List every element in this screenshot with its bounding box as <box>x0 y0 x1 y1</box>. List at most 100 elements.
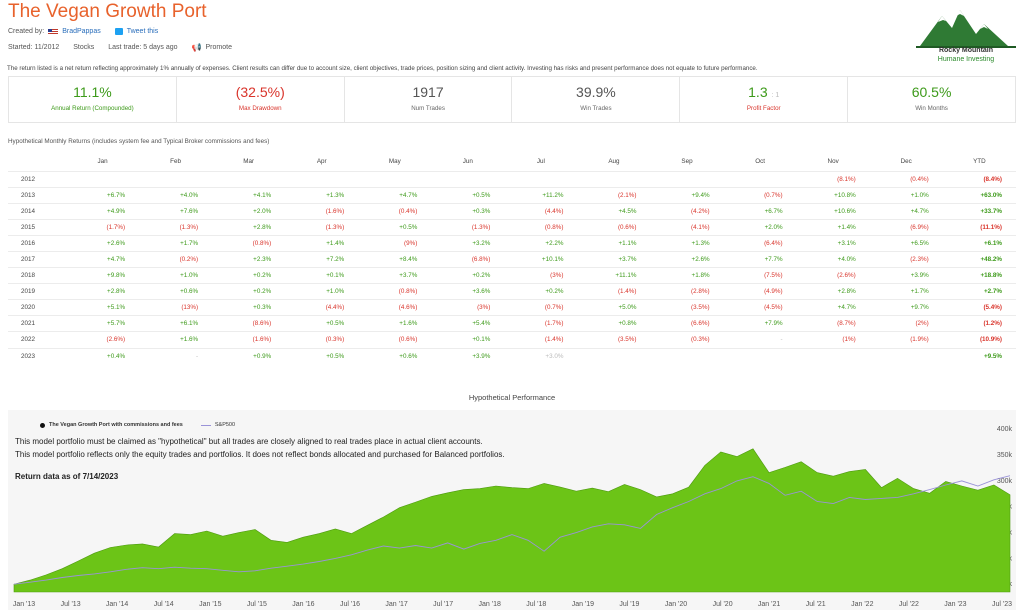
return-cell: +0.8% <box>577 315 651 332</box>
return-cell: (6.9%) <box>869 218 943 236</box>
benchmark-line-series[interactable] <box>13 475 1011 585</box>
column-header: May <box>388 157 401 165</box>
return-cell: (2.6%) <box>66 331 140 349</box>
chart-note-2: This model portfolio reflects only the e… <box>15 450 505 459</box>
stat-value: 39.9% <box>576 84 616 100</box>
twitter-icon[interactable] <box>114 28 123 35</box>
return-cell: +2.8% <box>66 283 140 300</box>
return-cell: +5.0% <box>577 299 651 316</box>
stat-num-trades: 1917 Num Trades <box>345 77 513 122</box>
return-cell: (0.3%) <box>650 331 724 349</box>
table-row: 2014 +4.9% +7.6% +2.0% (1.6%) (0.4%) +0.3% (4.4… <box>8 202 1016 220</box>
return-cell: (3.5%) <box>577 331 651 349</box>
return-cell <box>212 170 286 188</box>
stat-win-months: 60.5% Win Months <box>848 77 1015 122</box>
return-cell: (0.6%) <box>358 331 432 349</box>
tweet-link[interactable]: Tweet this <box>126 28 159 35</box>
return-cell: +1.6% <box>139 331 213 349</box>
return-cell <box>358 170 432 188</box>
meta-row-info: Started: 11/2012 Stocks Last trade: 5 da… <box>8 43 232 52</box>
return-cell: +0.5% <box>358 218 432 236</box>
ytd-cell: +18.8% <box>942 267 1016 284</box>
x-tick-label: Jul '17 <box>433 601 453 608</box>
return-cell: +0.2% <box>212 267 286 284</box>
return-cell: +4.0% <box>796 250 870 268</box>
return-cell: (9%) <box>358 234 432 252</box>
return-cell: +2.6% <box>650 250 724 268</box>
return-cell: +1.4% <box>285 234 359 252</box>
logo-name: Rocky Mountain <box>938 47 994 54</box>
return-cell: +0.6% <box>139 283 213 300</box>
stats-bar: 11.1% Annual Return (Compounded) (32.5%)… <box>8 76 1016 123</box>
return-cell: (0.8%) <box>212 234 286 252</box>
return-cell: +0.3% <box>212 299 286 316</box>
return-cell <box>431 170 505 188</box>
return-cell: (3.5%) <box>650 299 724 316</box>
return-cell: (8.7%) <box>796 315 870 332</box>
return-cell: +7.6% <box>139 202 213 220</box>
column-header: Apr <box>316 157 327 165</box>
return-cell: +5.7% <box>66 315 140 332</box>
return-cell: +4.7% <box>869 202 943 220</box>
row-year: 2021 <box>8 315 66 332</box>
return-cell: (2%) <box>869 315 943 332</box>
legend-portfolio-label[interactable]: The Vegan Growth Port with commissions a… <box>49 422 183 428</box>
table-row: 2015 (1.7%) (1.3%) +2.8% (1.3%) +0.5% (1.3%) (0… <box>8 218 1016 236</box>
x-tick-label: Jul '16 <box>340 601 360 608</box>
column-header: Oct <box>755 157 765 165</box>
ytd-cell: (8.4%) <box>942 170 1016 188</box>
column-header: Aug <box>608 157 620 165</box>
stat-label: Num Trades <box>411 105 445 112</box>
row-year: 2018 <box>8 267 66 284</box>
column-header: Mar <box>243 157 255 165</box>
return-cell: (6.8%) <box>431 250 505 268</box>
column-header: Feb <box>170 157 182 165</box>
return-cell: (1.6%) <box>212 331 286 349</box>
stat-max-drawdown: (32.5%) Max Drawdown <box>177 77 345 122</box>
legend-portfolio-marker[interactable] <box>40 422 45 428</box>
return-cell: (1.4%) <box>504 331 578 349</box>
return-cell: +7.2% <box>285 250 359 268</box>
return-cell: +10.1% <box>504 250 578 268</box>
x-tick-label: Jan '18 <box>479 601 501 608</box>
y-tick-label: 350k <box>997 452 1013 459</box>
ytd-cell: +6.1% <box>942 234 1016 252</box>
return-cell <box>723 347 797 365</box>
legend-benchmark-marker[interactable] <box>200 424 211 426</box>
return-cell: (4.1%) <box>650 218 724 236</box>
stat-label: Profit Factor <box>746 105 781 112</box>
return-cell: (2.6%) <box>796 267 870 284</box>
performance-title: Hypothetical Performance <box>468 393 556 402</box>
return-cell: +0.9% <box>212 347 286 365</box>
megaphone-icon[interactable]: 📢 <box>191 43 202 52</box>
table-row: 2013 +6.7% +4.0% +4.1% +1.3% +4.7% +0.5% +11.2%… <box>8 186 1016 204</box>
return-cell: +6.7% <box>723 202 797 220</box>
stat-profit-factor: 1.3 : 1 Profit Factor <box>680 77 849 122</box>
x-tick-label: Jul '18 <box>526 601 546 608</box>
return-cell: +1.7% <box>869 283 943 300</box>
return-cell: +3.7% <box>577 250 651 268</box>
row-year: 2019 <box>8 283 66 300</box>
ytd-cell: (11.1%) <box>942 218 1016 236</box>
monthly-returns-table: Jan Feb Mar Apr May Jun Jul Aug Sep Oct Nov Dec YTD … <box>8 152 1016 365</box>
table-header-row: Jan Feb Mar Apr May Jun Jul Aug Sep Oct Nov Dec YTD <box>8 152 1016 171</box>
x-tick-label: Jul '15 <box>247 601 267 608</box>
author-link[interactable]: BradPappas <box>62 28 101 35</box>
x-tick-label: Jul '20 <box>713 601 733 608</box>
ytd-cell: +33.7% <box>942 202 1016 220</box>
return-cell: +5.4% <box>431 315 505 332</box>
return-cell: (1.6%) <box>285 202 359 220</box>
return-cell: +9.7% <box>869 299 943 316</box>
promote-link[interactable]: Promote <box>205 44 232 51</box>
return-cell: +4.7% <box>66 250 140 268</box>
return-cell: (0.2%) <box>139 250 213 268</box>
return-cell <box>869 347 943 365</box>
legend-benchmark-label[interactable]: S&P500 <box>214 422 236 428</box>
return-cell: (1.3%) <box>285 218 359 236</box>
return-cell: +4.7% <box>358 186 432 204</box>
return-cell: (0.7%) <box>723 186 797 204</box>
return-cell: +0.4% <box>66 347 140 365</box>
portfolio-area-series[interactable] <box>13 448 1011 593</box>
return-cell: +0.3% <box>431 202 505 220</box>
table-row: 2017 +4.7% (0.2%) +2.3% +7.2% +8.4% (6.8%) +10.… <box>8 250 1016 268</box>
